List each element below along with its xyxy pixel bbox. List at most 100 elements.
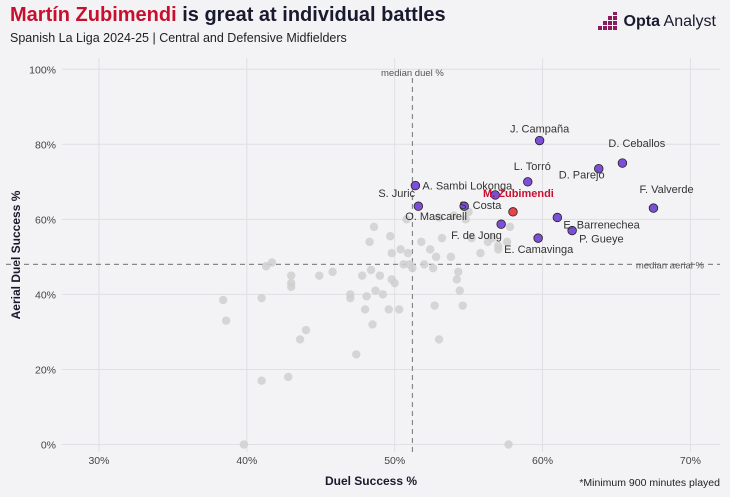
median-aerial-label: median aerial % bbox=[636, 260, 705, 271]
player-point bbox=[461, 215, 470, 224]
highlighted-player-point bbox=[496, 219, 506, 229]
player-point bbox=[357, 271, 367, 280]
player-point bbox=[315, 271, 324, 280]
highlighted-player-point bbox=[594, 163, 604, 174]
focus-player-label: M. Zubimendi bbox=[483, 188, 554, 200]
player-point bbox=[437, 233, 447, 243]
player-point bbox=[455, 286, 464, 295]
player-label: F. Valverde bbox=[639, 184, 693, 196]
player-point bbox=[454, 267, 463, 277]
player-point bbox=[430, 301, 439, 310]
player-point bbox=[218, 295, 228, 305]
y-tick-label: 80% bbox=[35, 139, 56, 151]
player-label: S. Costa bbox=[459, 200, 502, 212]
player-point bbox=[502, 237, 512, 247]
highlighted-player-point bbox=[617, 158, 628, 168]
opta-analyst-logo: Opta Analyst bbox=[597, 12, 716, 32]
highlighted-player-point bbox=[410, 180, 421, 191]
player-point bbox=[366, 265, 376, 275]
y-tick-label: 40% bbox=[35, 289, 56, 301]
player-point bbox=[399, 260, 408, 269]
highlighted-player-point bbox=[490, 190, 500, 200]
median-duel-label: median duel % bbox=[381, 68, 444, 79]
player-point bbox=[396, 245, 405, 254]
player-point bbox=[434, 213, 444, 222]
player-point bbox=[384, 305, 393, 314]
player-point bbox=[476, 248, 485, 258]
player-label: E. Camavinga bbox=[504, 244, 574, 256]
highlighted-player-point bbox=[533, 233, 543, 243]
player-point bbox=[352, 350, 361, 359]
player-point bbox=[378, 290, 388, 299]
player-point bbox=[267, 258, 277, 267]
player-label: E. Barrenechea bbox=[563, 219, 640, 231]
brand-text: Opta Analyst bbox=[624, 13, 716, 31]
player-point bbox=[408, 263, 417, 273]
player-point bbox=[346, 290, 355, 299]
x-tick-label: 50% bbox=[384, 455, 405, 467]
x-tick-label: 40% bbox=[236, 455, 257, 467]
player-label: O. Mascarell bbox=[405, 211, 467, 223]
player-label: L. Torró bbox=[514, 161, 551, 173]
player-label: J. Campaña bbox=[510, 124, 570, 136]
player-point bbox=[386, 232, 395, 241]
title-rest: is great at individual battles bbox=[176, 4, 446, 26]
player-point bbox=[505, 222, 515, 232]
highlighted-player-point bbox=[459, 201, 469, 211]
y-axis-label: Aerial Duel Success % bbox=[9, 190, 23, 319]
player-point bbox=[371, 286, 380, 295]
title-player-name: Martín Zubimendi bbox=[10, 4, 177, 26]
brand-name-bold: Opta bbox=[623, 13, 660, 30]
player-point bbox=[403, 248, 413, 258]
player-point bbox=[458, 301, 467, 310]
player-point bbox=[257, 293, 266, 303]
player-point bbox=[362, 292, 371, 301]
player-point bbox=[402, 215, 411, 224]
player-point bbox=[360, 305, 370, 314]
player-point bbox=[328, 267, 337, 277]
highlighted-player-point bbox=[567, 225, 577, 236]
y-tick-label: 0% bbox=[41, 439, 56, 451]
y-tick-label: 20% bbox=[35, 364, 56, 376]
opta-logo-icon bbox=[597, 12, 617, 30]
player-point bbox=[446, 252, 456, 262]
player-label: P. Gueye bbox=[579, 234, 623, 246]
player-point bbox=[239, 440, 249, 449]
chart-subtitle: Spanish La Liga 2024-25 | Central and De… bbox=[10, 31, 347, 45]
y-tick-label: 60% bbox=[35, 214, 56, 226]
player-point bbox=[428, 263, 438, 273]
player-label: D. Parejo bbox=[559, 170, 605, 182]
player-label: F. de Jong bbox=[451, 230, 502, 242]
player-point bbox=[394, 305, 404, 314]
player-point bbox=[365, 237, 374, 247]
player-point bbox=[286, 282, 296, 292]
footnote: *Minimum 900 minutes played bbox=[579, 477, 720, 489]
player-point bbox=[504, 440, 513, 449]
player-point bbox=[434, 335, 444, 344]
player-label: A. Sambi Lokonga bbox=[422, 181, 513, 193]
y-tick-label: 100% bbox=[29, 64, 56, 76]
player-point bbox=[449, 211, 459, 220]
player-point bbox=[420, 260, 429, 269]
player-point bbox=[387, 248, 396, 258]
player-point bbox=[488, 233, 497, 243]
player-point bbox=[375, 271, 385, 280]
x-tick-label: 60% bbox=[532, 455, 553, 467]
highlighted-player-point bbox=[413, 201, 424, 211]
player-point bbox=[494, 245, 503, 254]
player-point bbox=[295, 335, 305, 344]
highlighted-player-point bbox=[552, 212, 563, 223]
player-point bbox=[301, 325, 311, 335]
player-point bbox=[369, 222, 379, 232]
focus-player-point bbox=[508, 207, 518, 217]
player-point bbox=[368, 320, 377, 329]
player-point bbox=[221, 316, 231, 325]
highlighted-player-point bbox=[523, 177, 533, 187]
player-point bbox=[431, 252, 441, 262]
player-point bbox=[417, 237, 426, 247]
brand-name-rest: Analyst bbox=[659, 13, 716, 30]
x-tick-label: 70% bbox=[680, 455, 701, 467]
highlighted-player-point bbox=[534, 135, 545, 146]
player-point bbox=[467, 233, 476, 243]
